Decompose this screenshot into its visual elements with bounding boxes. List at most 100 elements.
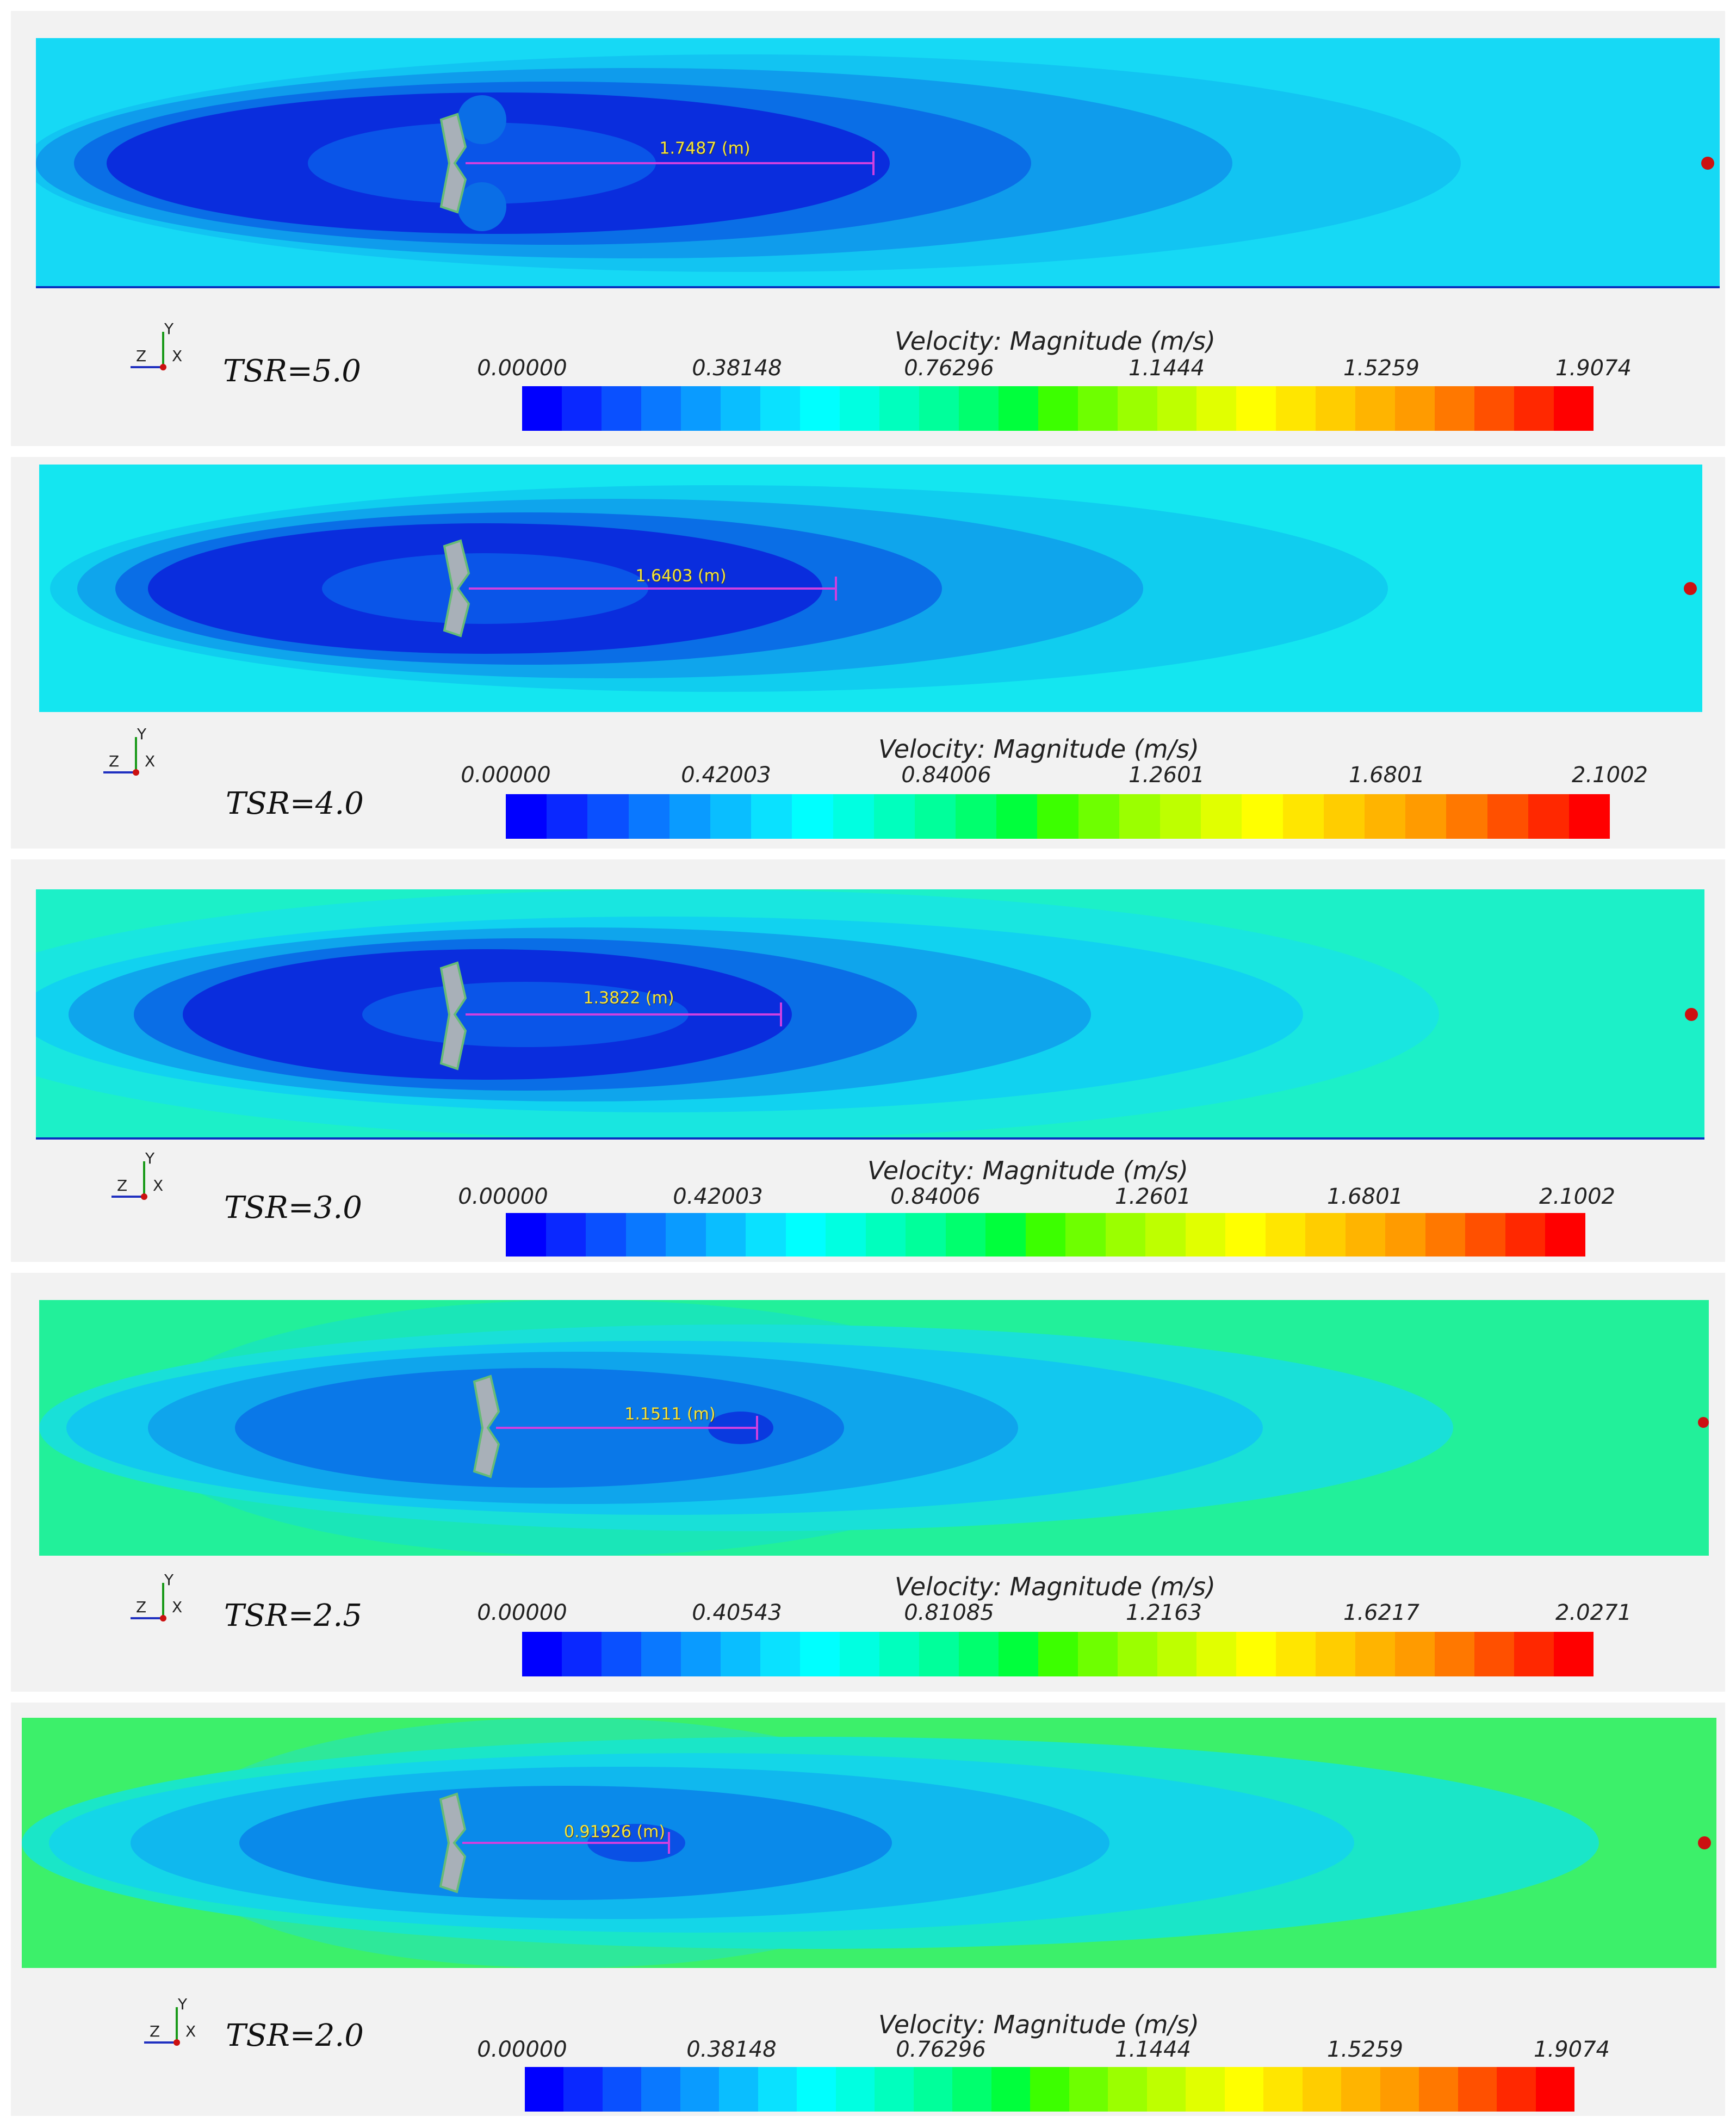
colorbar-swatch: [1568, 794, 1610, 839]
colorbar-swatch: [760, 1632, 800, 1676]
axis-y-label: Y: [137, 725, 147, 743]
colorbar-swatch: [1108, 2067, 1147, 2112]
colorbar-swatch: [1435, 1632, 1475, 1676]
axis-y-label: Y: [145, 1149, 155, 1167]
colorbar-swatch: [506, 794, 547, 839]
colorbar-tick: 1.9074: [1534, 2037, 1610, 2062]
colorbar-swatch: [1282, 794, 1324, 839]
colorbar-swatch: [1302, 2067, 1342, 2112]
colorbar-tick: 0.38148: [686, 2037, 777, 2062]
colorbar: [522, 1632, 1594, 1676]
colorbar-tick: 1.1444: [1129, 356, 1205, 381]
colorbar-swatch: [1077, 1632, 1118, 1676]
colorbar-swatch: [952, 2067, 991, 2112]
colorbar-swatch: [835, 2067, 875, 2112]
colorbar-swatch: [710, 794, 752, 839]
colorbar-swatch: [792, 794, 833, 839]
wake-length-label: 1.6403 (m): [635, 566, 727, 586]
colorbar-swatch: [1528, 794, 1569, 839]
colorbar-swatch: [1105, 1213, 1146, 1257]
tsr-label: TSR=3.0: [224, 1190, 362, 1225]
colorbar-swatch: [1077, 386, 1118, 431]
colorbar-swatch: [799, 1632, 840, 1676]
colorbar-swatch: [641, 386, 681, 431]
colorbar-swatch: [705, 1213, 746, 1257]
colorbar-tick: 0.76296: [896, 2037, 986, 2062]
axis-y-label: Y: [164, 1571, 174, 1589]
colorbar-tick: 1.5259: [1343, 356, 1419, 381]
colorbar-swatch: [525, 2067, 564, 2112]
axis-triad-icon: [131, 1583, 166, 1621]
velocity-contour-field: 1.6403 (m): [39, 465, 1702, 712]
colorbar-swatch: [1545, 1213, 1585, 1257]
colorbar-tick: 0.81085: [904, 1600, 994, 1625]
colorbar-title: Velocity: Magnitude (m/s): [895, 326, 1216, 356]
turbine-shape: [439, 113, 467, 214]
colorbar-tick: 1.6217: [1343, 1600, 1419, 1625]
axis-z-label: Z: [136, 1598, 147, 1616]
colorbar-swatch: [1474, 386, 1515, 431]
colorbar-swatch: [602, 2067, 642, 2112]
velocity-contour-field: 0.91926 (m): [22, 1718, 1716, 1968]
tsr-label: TSR=5.0: [223, 354, 361, 389]
axis-triad: Y Z X: [92, 725, 163, 791]
colorbar-tick: 2.1002: [1539, 1184, 1615, 1209]
colorbar-swatch: [799, 386, 840, 431]
colorbar-tick: 0.00000: [477, 2037, 567, 2062]
colorbar-swatch: [641, 2067, 680, 2112]
colorbar-swatch: [746, 1213, 786, 1257]
colorbar-swatch: [628, 794, 669, 839]
colorbar-swatch: [919, 1632, 959, 1676]
colorbar-swatch: [1224, 2067, 1264, 2112]
colorbar-swatch: [561, 1632, 602, 1676]
probe-point: [1701, 157, 1714, 170]
colorbar-swatch: [720, 1632, 760, 1676]
colorbar-swatch: [996, 794, 1038, 839]
probe-point: [1698, 1417, 1709, 1428]
colorbar-title: Velocity: Magnitude (m/s): [895, 1572, 1216, 1601]
turbine-shape: [439, 961, 467, 1070]
colorbar-swatch: [625, 1213, 666, 1257]
colorbar-swatch: [522, 1632, 562, 1676]
colorbar: [522, 386, 1594, 431]
colorbar-swatch: [545, 1213, 586, 1257]
colorbar-swatch: [873, 794, 915, 839]
colorbar-tick: 0.84006: [901, 763, 991, 788]
turbine-shape: [443, 539, 470, 637]
colorbar-swatch: [1395, 386, 1435, 431]
colorbar-swatch: [666, 1213, 706, 1257]
colorbar-swatch: [1065, 1213, 1106, 1257]
colorbar-swatch: [998, 1632, 1038, 1676]
colorbar-swatch: [1487, 794, 1528, 839]
colorbar-tick: 1.2163: [1126, 1600, 1202, 1625]
colorbar-swatch: [1446, 794, 1487, 839]
colorbar-swatch: [785, 1213, 826, 1257]
colorbar-tick: 0.42003: [681, 763, 771, 788]
colorbar-swatch: [1425, 1213, 1466, 1257]
colorbar-swatch: [1405, 794, 1447, 839]
axis-triad-icon: [131, 332, 166, 370]
colorbar-swatch: [1225, 1213, 1266, 1257]
colorbar-tick: 1.9074: [1555, 356, 1632, 381]
colorbar-swatch: [1186, 2067, 1225, 2112]
colorbar-swatch: [914, 794, 956, 839]
colorbar-swatch: [1316, 1632, 1356, 1676]
colorbar-swatch: [1196, 1632, 1237, 1676]
axis-x-label: X: [153, 1177, 164, 1194]
colorbar-swatch: [865, 1213, 906, 1257]
colorbar-swatch: [879, 1632, 919, 1676]
contour-plot: [36, 889, 1704, 1140]
colorbar-swatch: [875, 2067, 914, 2112]
colorbar-swatch: [587, 794, 629, 839]
colorbar-swatch: [879, 386, 919, 431]
colorbar-swatch: [1355, 386, 1396, 431]
colorbar-swatch: [1341, 2067, 1380, 2112]
colorbar-swatch: [563, 2067, 603, 2112]
turbine-shape: [439, 1792, 467, 1893]
colorbar-swatch: [1395, 1632, 1435, 1676]
colorbar-swatch: [506, 1213, 546, 1257]
colorbar-swatch: [797, 2067, 836, 2112]
colorbar-swatch: [601, 1632, 641, 1676]
tsr-label: TSR=2.5: [224, 1598, 362, 1633]
colorbar-swatch: [641, 1632, 681, 1676]
